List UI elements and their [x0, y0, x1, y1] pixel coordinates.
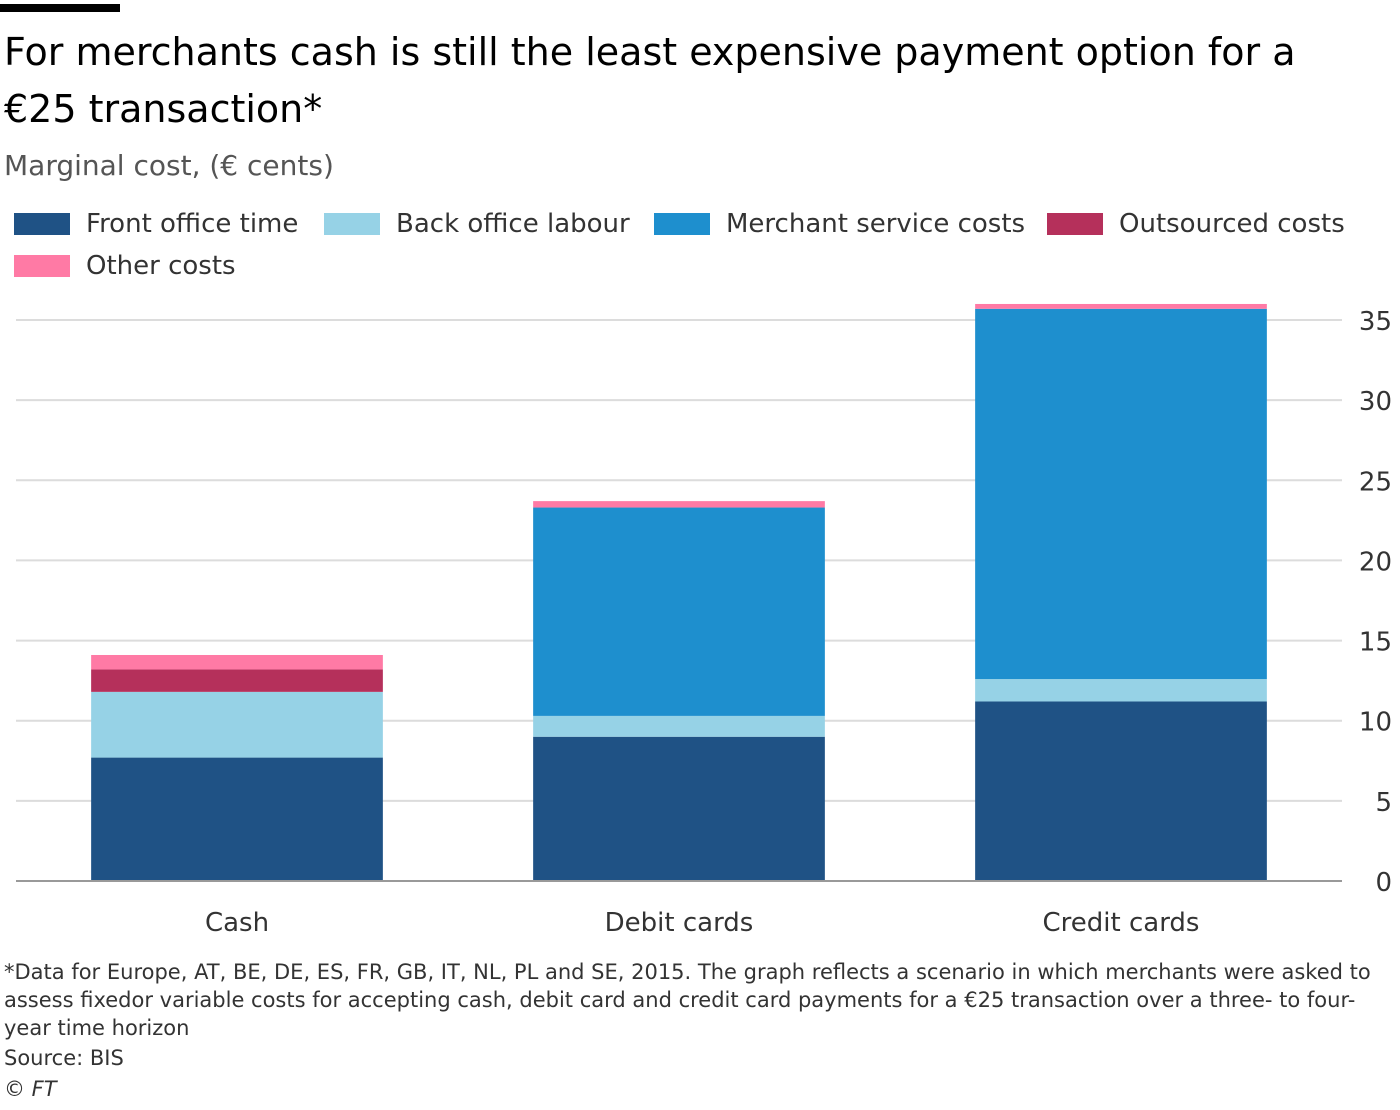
legend-swatch	[654, 213, 710, 235]
y-tick-label: 5	[1375, 788, 1392, 818]
y-tick-label: 35	[1359, 307, 1392, 337]
legend-swatch	[324, 213, 380, 235]
bar-segment	[533, 501, 825, 508]
legend-item: Front office time	[14, 204, 298, 244]
bar-segment	[975, 679, 1267, 702]
y-tick-label: 25	[1359, 467, 1392, 497]
bar-segment	[533, 507, 825, 716]
x-tick-label: Cash	[205, 908, 269, 938]
y-tick-label: 20	[1359, 547, 1392, 577]
y-tick-label: 0	[1375, 868, 1392, 898]
y-tick-label: 30	[1359, 387, 1392, 417]
bar-segment	[533, 715, 825, 737]
legend-item: Outsourced costs	[1047, 204, 1345, 244]
chart-title: For merchants cash is still the least ex…	[4, 30, 1296, 131]
legend-swatch	[14, 255, 70, 277]
bar-segment	[91, 691, 383, 758]
bar-segment	[91, 654, 383, 670]
legend-label: Other costs	[86, 251, 236, 281]
bar-segment	[91, 669, 383, 692]
bar-segment	[975, 308, 1267, 680]
x-tick-label: Debit cards	[605, 908, 754, 938]
footnote: *Data for Europe, AT, BE, DE, ES, FR, GB…	[4, 960, 1371, 1040]
chart-subtitle: Marginal cost, (€ cents)	[4, 149, 334, 182]
legend-item: Back office labour	[324, 204, 630, 244]
bar-segment	[975, 701, 1267, 881]
legend-label: Front office time	[86, 209, 299, 239]
legend-swatch	[14, 213, 70, 235]
legend-swatch	[1047, 213, 1103, 235]
bar-segment	[533, 736, 825, 881]
top-rule	[0, 4, 120, 12]
legend-label: Merchant service costs	[726, 209, 1026, 239]
legend-label: Back office labour	[396, 209, 630, 239]
x-tick-label: Credit cards	[1043, 908, 1200, 938]
bar-segment	[91, 757, 383, 881]
legend-item: Other costs	[14, 246, 236, 286]
y-tick-label: 15	[1359, 628, 1392, 658]
stacked-bar-chart: 0 5 10 15 20 25 30 35 Cash Debit cards Credit card…	[16, 303, 1392, 938]
bar-segment	[975, 303, 1267, 309]
y-tick-label: 10	[1359, 708, 1392, 738]
legend-item: Merchant service costs	[654, 204, 1025, 244]
source-note: Source: BIS	[4, 1046, 124, 1070]
copyright-note: © FT	[4, 1077, 57, 1101]
legend-label: Outsourced costs	[1119, 209, 1345, 239]
